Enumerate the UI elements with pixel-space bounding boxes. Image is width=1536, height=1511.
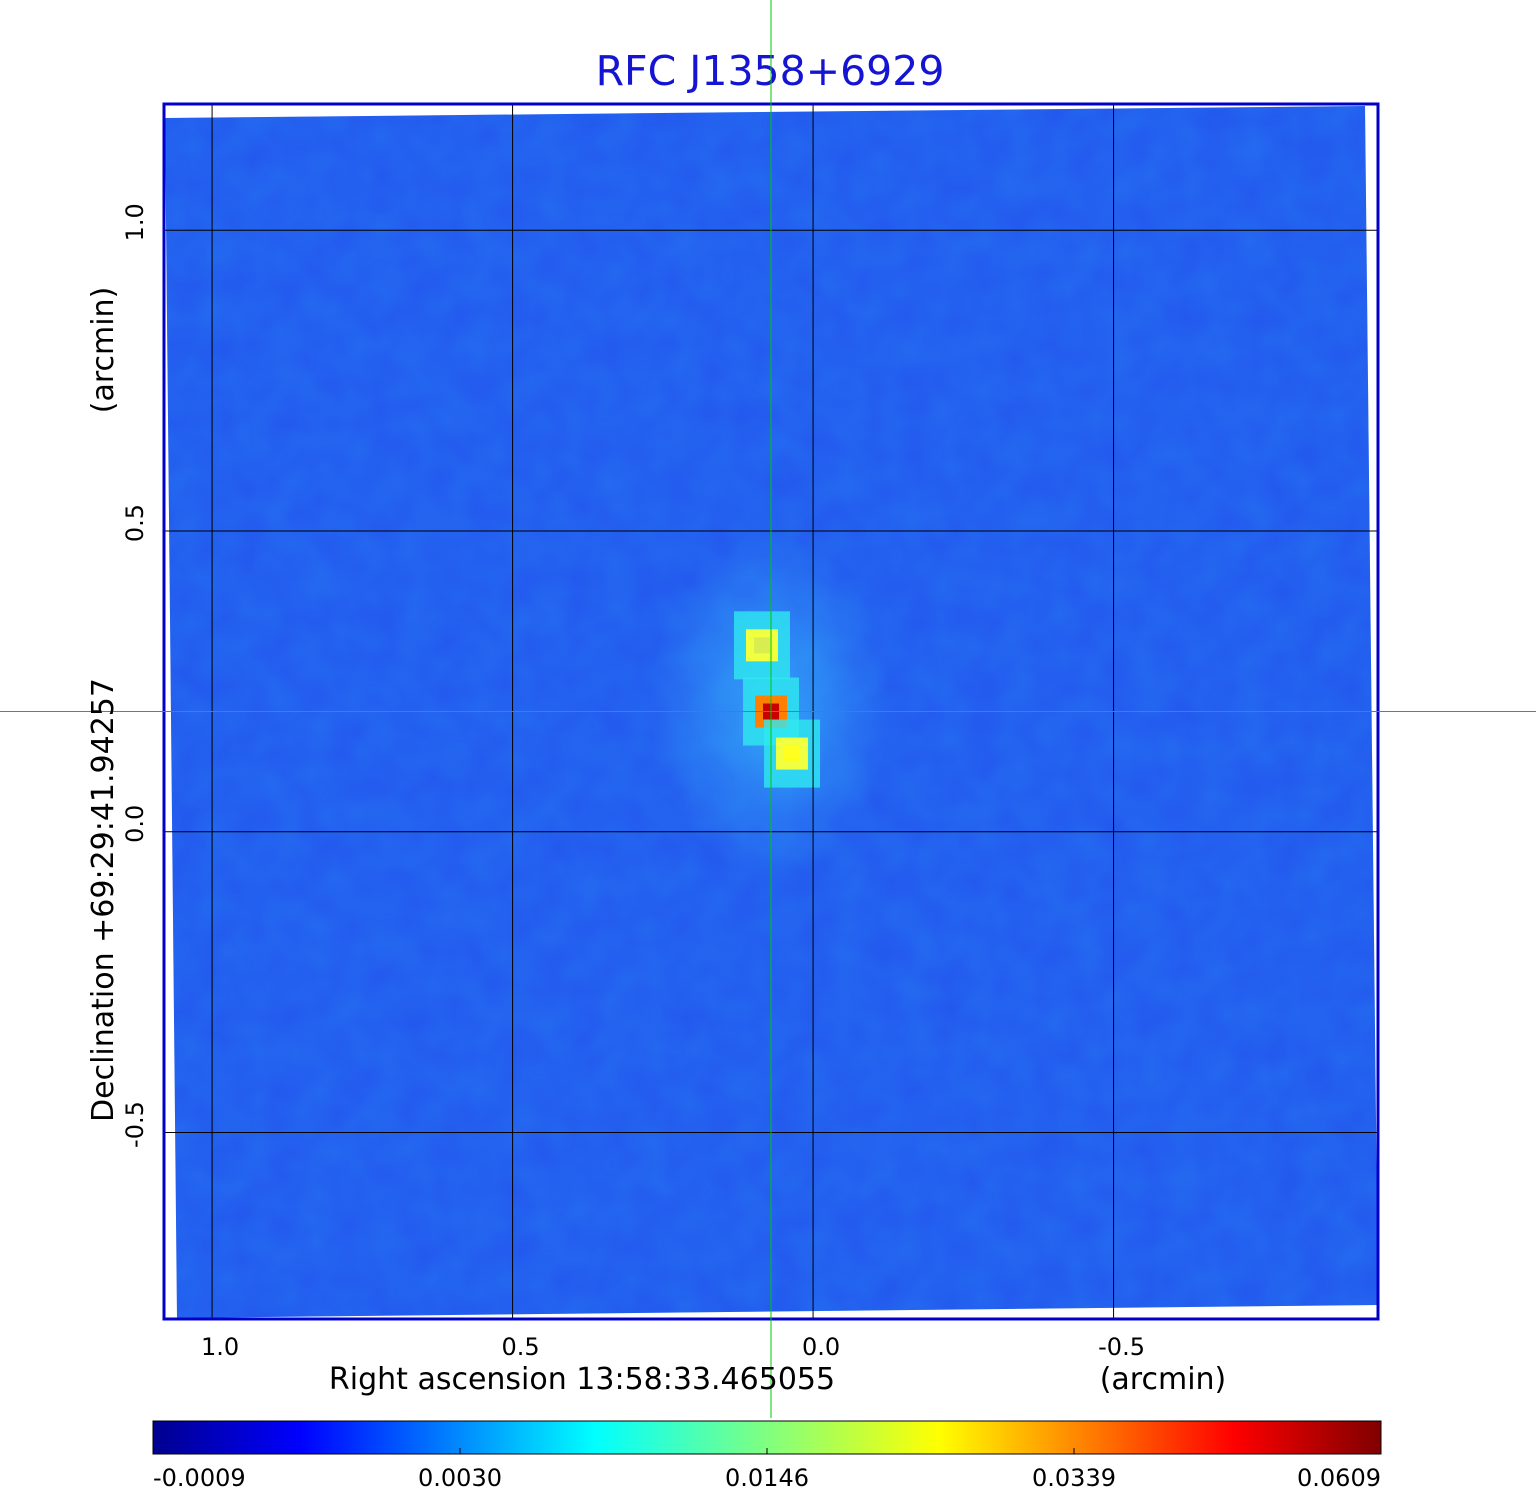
x-axis-unit: (arcmin): [1100, 1362, 1227, 1397]
y-tick-label: 1.0: [121, 203, 149, 241]
source-core: [753, 637, 770, 654]
x-axis-label: Right ascension 13:58:33.465055: [329, 1362, 835, 1397]
y-tick-labels: 1.0 0.5 0.0 -0.5: [121, 203, 149, 1148]
colorbar-tick-labels: -0.0009 0.0030 0.0146 0.0339 0.0609: [152, 1448, 1382, 1492]
x-tick-label: 0.5: [501, 1333, 539, 1361]
x-tick-label: -0.5: [1098, 1333, 1145, 1361]
y-axis-label: Declination +69:29:41.94257: [86, 678, 121, 1122]
y-axis-unit: (arcmin): [86, 287, 121, 414]
colorbar-tick-label: 0.0146: [725, 1464, 809, 1492]
colorbar-tick-label: 0.0609: [1297, 1464, 1381, 1492]
colorbar-tick-label: 0.0030: [418, 1464, 502, 1492]
colorbar-tick-label: 0.0339: [1032, 1464, 1116, 1492]
y-tick-label: 0.5: [121, 504, 149, 542]
image-field: [165, 106, 1378, 1318]
x-tick-label: 1.0: [201, 1333, 239, 1361]
source-core: [784, 745, 801, 762]
colorbar: -0.0009 0.0030 0.0146 0.0339 0.0609: [152, 1420, 1382, 1492]
x-tick-label: 0.0: [802, 1333, 840, 1361]
crosshair: [0, 0, 1536, 1418]
y-tick-label: 0.0: [121, 805, 149, 843]
y-tick-label: -0.5: [121, 1101, 149, 1148]
colorbar-tick-label: -0.0009: [153, 1464, 246, 1492]
chart-title: RFC J1358+6929: [596, 47, 945, 95]
x-tick-labels: 1.0 0.5 0.0 -0.5: [201, 1333, 1145, 1361]
